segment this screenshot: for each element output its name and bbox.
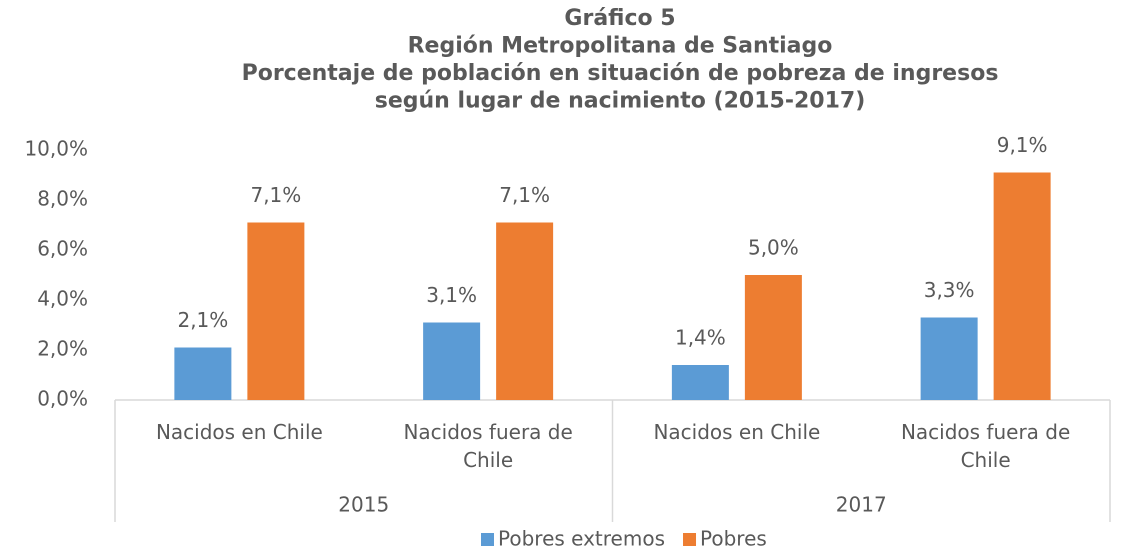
bar bbox=[993, 172, 1051, 400]
bar bbox=[423, 322, 481, 400]
legend-swatch bbox=[481, 533, 494, 546]
data-label: 9,1% bbox=[997, 133, 1048, 157]
bar bbox=[671, 365, 729, 400]
y-tick-label: 10,0% bbox=[24, 137, 88, 161]
legend-label: Pobres bbox=[700, 527, 767, 551]
group-label: 2015 bbox=[338, 493, 389, 517]
chart-title: Gráfico 5 bbox=[564, 6, 675, 31]
data-label: 2,1% bbox=[177, 308, 228, 332]
bar bbox=[496, 222, 554, 400]
data-label: 5,0% bbox=[748, 236, 799, 260]
chart-title: Región Metropolitana de Santiago bbox=[408, 34, 833, 59]
data-label: 1,4% bbox=[675, 326, 726, 350]
y-tick-label: 8,0% bbox=[37, 187, 88, 211]
data-label: 7,1% bbox=[499, 183, 550, 207]
y-tick-label: 4,0% bbox=[37, 287, 88, 311]
x-tick-label: Nacidos en Chile bbox=[653, 420, 821, 444]
legend-label: Pobres extremos bbox=[498, 527, 665, 551]
chart-title: según lugar de nacimiento (2015-2017) bbox=[375, 89, 866, 114]
y-tick-label: 0,0% bbox=[37, 387, 88, 411]
chart-title: Porcentaje de población en situación de … bbox=[242, 61, 999, 86]
x-tick-label: Nacidos fuera de Chile bbox=[900, 420, 1071, 472]
y-tick-label: 2,0% bbox=[37, 337, 88, 361]
bar bbox=[744, 275, 802, 400]
y-tick-label: 6,0% bbox=[37, 237, 88, 261]
group-label: 2017 bbox=[836, 493, 887, 517]
x-tick-label: Nacidos fuera de Chile bbox=[403, 420, 573, 472]
bar bbox=[174, 347, 232, 400]
bar bbox=[920, 317, 978, 400]
legend-swatch bbox=[683, 533, 697, 546]
bar bbox=[247, 222, 305, 400]
data-label: 7,1% bbox=[250, 183, 301, 207]
data-label: 3,3% bbox=[924, 278, 975, 302]
x-tick-label: Nacidos en Chile bbox=[155, 420, 323, 444]
data-label: 3,1% bbox=[426, 283, 477, 307]
